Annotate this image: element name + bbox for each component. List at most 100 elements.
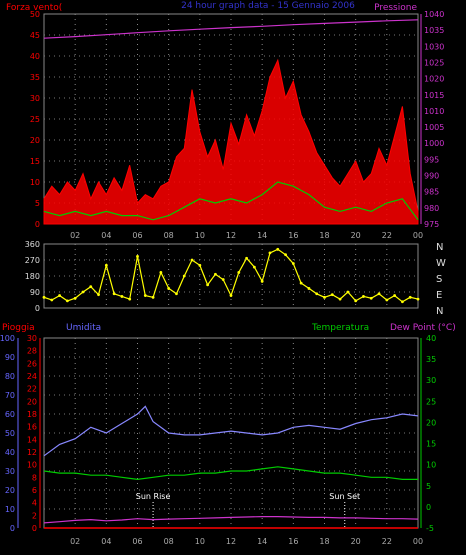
y-tick-label: 1025 xyxy=(424,58,444,67)
wind-direction-point xyxy=(330,293,334,297)
wind-direction-point xyxy=(65,299,69,303)
x-tick-label: 10 xyxy=(195,537,205,546)
dewpoint-axis-title: Dew Point (°C) xyxy=(390,323,456,333)
x-tick-label: 16 xyxy=(288,231,298,240)
y-tick-label: 20 xyxy=(30,136,40,145)
y-tick-label: 40 xyxy=(30,52,40,61)
y-tick-label: 1020 xyxy=(424,75,444,84)
y-tick-label: 35 xyxy=(426,355,436,364)
x-tick-label: 22 xyxy=(382,231,392,240)
y-tick-label: 10 xyxy=(5,505,15,514)
wind-direction-point xyxy=(159,271,163,274)
wind-direction-point xyxy=(408,295,412,299)
y-tick-label: 15 xyxy=(426,440,436,449)
y-tick-label: 1010 xyxy=(424,107,444,116)
humidity-line xyxy=(43,405,419,457)
wind-direction-point xyxy=(237,271,241,274)
y-tick-label: 24 xyxy=(27,372,37,381)
wind-direction-point xyxy=(299,281,303,285)
wind-direction-point xyxy=(182,274,186,278)
compass-label: S xyxy=(436,274,442,285)
x-tick-label: 22 xyxy=(382,537,392,546)
y-tick-label: 20 xyxy=(27,397,37,406)
wind-direction-point xyxy=(260,279,264,283)
wind-direction-point xyxy=(190,258,194,262)
y-tick-label: 26 xyxy=(27,359,37,368)
x-tick-label: 18 xyxy=(319,537,329,546)
x-tick-label: 02 xyxy=(70,537,80,546)
x-tick-label: 08 xyxy=(164,537,174,546)
y-tick-label: 30 xyxy=(30,94,40,103)
wind-direction-point xyxy=(221,278,225,281)
y-tick-label: 4 xyxy=(32,499,37,508)
wind-direction-point xyxy=(338,297,342,301)
sun-event-label: Sun Rise xyxy=(136,492,171,501)
y-tick-label: 990 xyxy=(424,172,439,181)
plot-frame xyxy=(43,243,419,309)
y-tick-label: 18 xyxy=(27,410,37,419)
wind-direction-point xyxy=(401,300,404,304)
y-tick-label: 975 xyxy=(424,220,439,229)
wind-direction-point xyxy=(284,253,287,257)
y-tick-label: 6 xyxy=(32,486,37,495)
y-tick-label: 180 xyxy=(25,272,40,281)
y-tick-label: 35 xyxy=(30,73,40,82)
x-tick-label: 04 xyxy=(101,537,111,546)
wind-direction-point xyxy=(120,295,124,298)
y-tick-label: 1005 xyxy=(424,123,444,132)
y-tick-label: 0 xyxy=(32,524,37,533)
y-tick-label: 0 xyxy=(35,304,40,313)
x-tick-label: 12 xyxy=(226,537,236,546)
wind-direction-point xyxy=(50,298,54,302)
y-tick-label: 14 xyxy=(27,435,37,444)
wind-direction-point xyxy=(151,295,155,299)
wind-gust-line xyxy=(43,181,419,221)
y-tick-label: 10 xyxy=(27,461,37,470)
wind-direction-point xyxy=(385,298,389,302)
y-tick-label: 5 xyxy=(35,199,40,208)
y-tick-label: 270 xyxy=(25,256,40,265)
wind-direction-point xyxy=(377,292,381,296)
x-tick-label: 16 xyxy=(288,537,298,546)
wind-direction-point xyxy=(175,292,178,296)
wind-direction-point xyxy=(73,296,77,300)
y-tick-label: 50 xyxy=(30,10,40,19)
y-tick-label: 980 xyxy=(424,204,439,213)
x-tick-label: 14 xyxy=(257,231,267,240)
x-tick-label: 02 xyxy=(70,231,80,240)
wind-direction-point xyxy=(97,293,100,297)
wind-direction-point xyxy=(245,256,248,260)
y-tick-label: 25 xyxy=(30,115,40,124)
wind-direction-point xyxy=(268,251,272,255)
compass-label: E xyxy=(436,290,442,301)
wind-direction-point xyxy=(214,272,217,276)
compass-label: N xyxy=(436,242,443,253)
x-tick-label: 20 xyxy=(351,231,361,240)
rain-axis-title: Pioggia xyxy=(2,323,35,333)
wind-direction-point xyxy=(81,290,85,294)
wind-direction-point xyxy=(323,295,326,299)
wind-direction-point xyxy=(393,294,397,297)
y-tick-label: 40 xyxy=(426,334,436,343)
wind-direction-point xyxy=(291,262,295,265)
y-tick-label: 5 xyxy=(426,482,431,491)
wind-direction-point xyxy=(346,290,350,294)
y-tick-label: 90 xyxy=(30,288,40,297)
x-tick-label: 00 xyxy=(413,537,423,546)
x-tick-label: 06 xyxy=(132,537,142,546)
y-tick-label: 360 xyxy=(25,240,40,249)
y-tick-label: 16 xyxy=(27,423,37,432)
y-tick-label: 30 xyxy=(27,334,37,343)
y-tick-label: 10 xyxy=(30,178,40,187)
y-tick-label: 10 xyxy=(426,461,436,470)
y-tick-label: 1000 xyxy=(424,139,444,148)
wind-speed-area xyxy=(43,58,419,225)
y-tick-label: 8 xyxy=(32,473,37,482)
y-tick-label: 20 xyxy=(5,486,15,495)
y-tick-label: 1030 xyxy=(424,42,444,51)
y-tick-label: 985 xyxy=(424,188,439,197)
wind-direction-point xyxy=(136,255,139,258)
temp-humidity-panel: Pioggia Umidita Temperatura Dew Point (°… xyxy=(0,323,456,546)
